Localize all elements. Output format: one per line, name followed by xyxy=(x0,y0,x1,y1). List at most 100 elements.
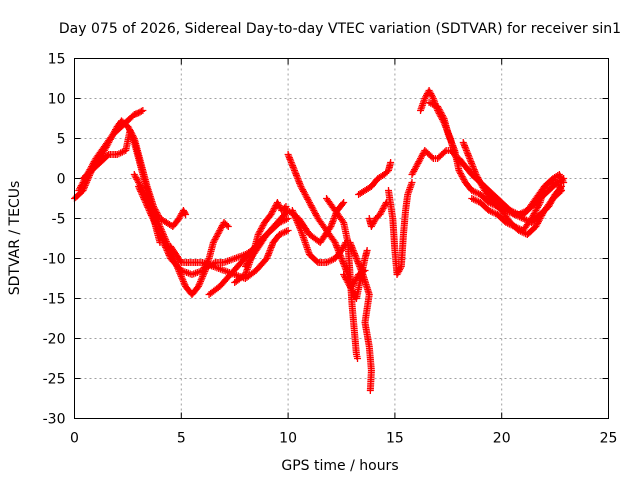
data-point xyxy=(269,206,277,214)
y-tick-label: -20 xyxy=(43,332,66,348)
data-point xyxy=(292,215,300,223)
y-tick-label: -30 xyxy=(43,412,66,428)
data-point xyxy=(284,215,292,222)
data-point xyxy=(282,203,290,210)
data-point xyxy=(143,202,151,210)
data-point xyxy=(210,237,218,245)
data-point xyxy=(148,213,156,221)
series-arc-m xyxy=(346,239,375,394)
data-point xyxy=(153,224,161,232)
data-point xyxy=(291,212,299,219)
data-point xyxy=(159,237,167,245)
data-point xyxy=(378,206,386,214)
data-point xyxy=(179,278,187,285)
data-point xyxy=(157,234,165,242)
data-point xyxy=(438,110,446,118)
data-point xyxy=(456,168,464,176)
data-point xyxy=(459,174,467,182)
data-point xyxy=(366,387,374,394)
data-point xyxy=(150,218,158,226)
data-point xyxy=(181,209,189,217)
data-point xyxy=(560,179,568,186)
data-point xyxy=(211,236,219,243)
data-point xyxy=(147,210,155,218)
data-point xyxy=(293,218,301,226)
data-point xyxy=(180,279,188,287)
grid-layer xyxy=(74,58,609,419)
data-point xyxy=(439,113,447,121)
data-point xyxy=(381,202,389,209)
data-point xyxy=(288,207,296,214)
data-point xyxy=(363,247,371,254)
data-point xyxy=(157,232,165,240)
data-point xyxy=(557,185,565,193)
data-point xyxy=(258,223,266,231)
data-point xyxy=(213,233,221,240)
series-arc-o xyxy=(365,199,390,230)
x-axis-label: GPS time / hours xyxy=(281,458,398,474)
data-point xyxy=(436,107,444,115)
x-tick-label: 0 xyxy=(70,431,79,447)
series-arc-q xyxy=(384,179,416,278)
data-point xyxy=(146,208,154,216)
data-point xyxy=(137,107,145,115)
data-point xyxy=(197,276,205,284)
data-point xyxy=(136,186,144,194)
data-point xyxy=(144,203,152,211)
data-point xyxy=(408,179,416,186)
data-point xyxy=(139,107,147,114)
data-point xyxy=(379,205,387,212)
data-point xyxy=(269,208,277,215)
data-point xyxy=(460,176,468,183)
y-tick-label: -25 xyxy=(43,372,66,388)
series-arc-p xyxy=(355,159,395,198)
data-point xyxy=(140,194,148,202)
data-point xyxy=(160,240,168,248)
data-point xyxy=(194,283,202,290)
series-arc-e xyxy=(135,183,232,278)
data-point xyxy=(145,205,153,213)
data-marks xyxy=(71,87,568,394)
data-point xyxy=(178,274,186,282)
data-point xyxy=(196,279,204,287)
data-point xyxy=(437,109,445,116)
data-point xyxy=(160,239,167,246)
data-point xyxy=(224,223,232,230)
axis-ticks: 0 5 10 15 20 25 -30 -25 -20 -15 -10 -5 0 5 10 15 xyxy=(43,52,618,447)
data-point xyxy=(455,167,463,174)
series-arc-x xyxy=(481,171,568,218)
data-point xyxy=(179,276,187,284)
data-point xyxy=(428,93,436,101)
y-tick-label: 5 xyxy=(57,132,66,148)
x-tick-label: 20 xyxy=(493,431,511,447)
y-tick-label: -10 xyxy=(43,252,66,268)
data-point xyxy=(293,217,301,224)
data-point xyxy=(212,234,220,242)
data-point xyxy=(257,226,265,234)
data-point xyxy=(281,204,289,212)
data-point xyxy=(150,216,158,224)
y-tick-label: -5 xyxy=(52,212,66,228)
data-point xyxy=(135,183,143,190)
data-point xyxy=(158,235,166,243)
data-point xyxy=(558,187,566,194)
data-point xyxy=(163,247,171,254)
series-arc-c xyxy=(79,127,164,246)
data-point xyxy=(378,208,386,215)
data-point xyxy=(209,239,217,246)
data-point xyxy=(458,173,466,180)
data-point xyxy=(156,231,164,238)
data-point xyxy=(380,203,388,211)
data-point xyxy=(161,242,169,250)
data-point xyxy=(177,273,185,280)
y-tick-label: -15 xyxy=(43,292,66,308)
data-point xyxy=(254,231,262,238)
chart-title: Day 075 of 2026, Sidereal Day-to-day VTE… xyxy=(59,21,621,37)
data-point xyxy=(457,170,465,177)
data-point xyxy=(215,228,223,236)
data-point xyxy=(162,243,170,251)
data-point xyxy=(152,223,160,230)
data-point xyxy=(154,226,162,234)
x-tick-label: 15 xyxy=(386,431,404,447)
